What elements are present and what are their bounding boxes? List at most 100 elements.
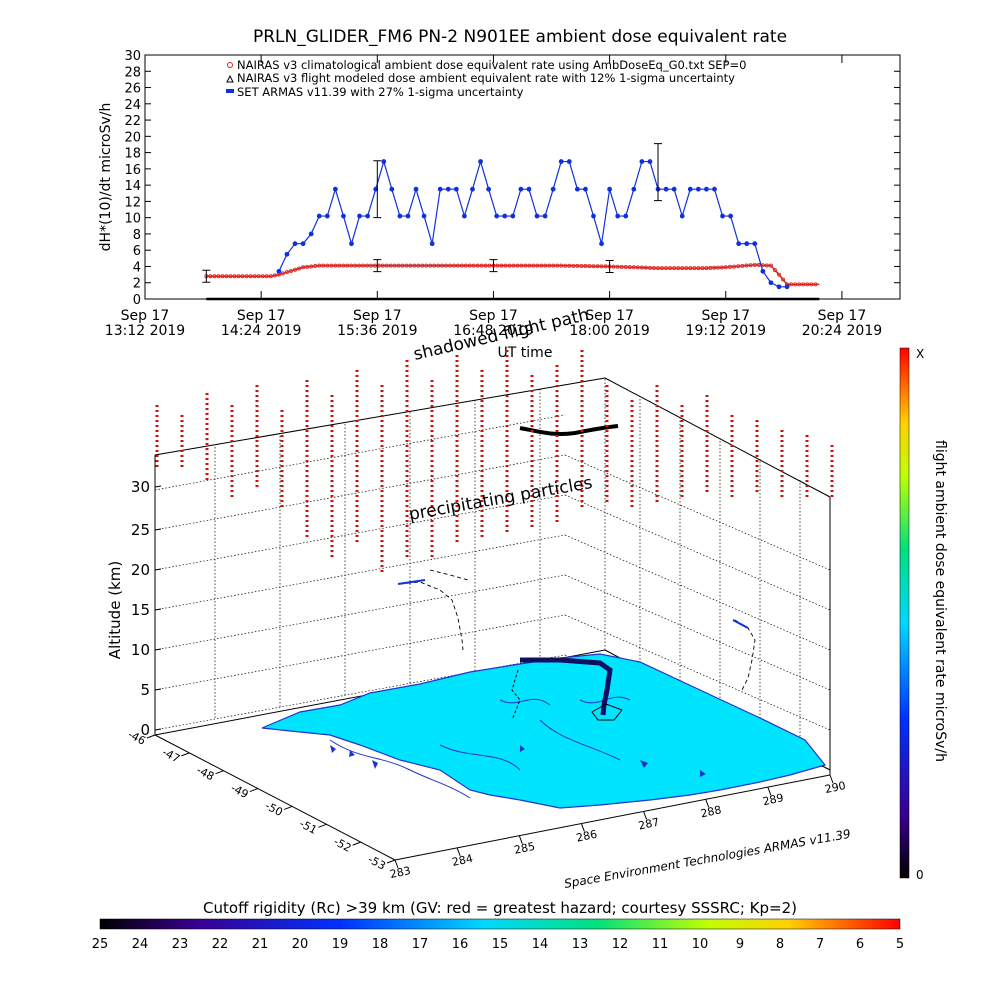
series-climatological-point: [428, 263, 433, 268]
series-armas-point: [720, 213, 725, 219]
series-climatological-point: [793, 282, 798, 287]
z-tick-label: 30: [131, 478, 150, 496]
series-climatological-point: [809, 282, 814, 287]
x-tick-label-date: Sep 17: [818, 308, 867, 324]
cutoff-tick-label: 13: [572, 937, 589, 952]
series-climatological-point: [321, 263, 326, 268]
x-tick-label-time: 13:12 2019: [105, 323, 185, 339]
cutoff-tick-label: 15: [492, 937, 509, 952]
series-armas-point: [526, 186, 532, 192]
altitude-map-chart: shadowed flight path precipitating parti…: [106, 305, 948, 891]
series-armas-point: [623, 213, 629, 219]
z-tick-label: 20: [131, 561, 150, 579]
series-climatological-point: [716, 265, 721, 270]
longitude-axis: 283 284 285 286 287 288 289 290: [389, 774, 847, 881]
cutoff-ticks: 25 24 23 22 21 20 19 18 17 16 15 14 13 12 11 10 9 8 7 6 5: [92, 937, 904, 952]
series-climatological-point: [325, 263, 330, 268]
lat-tick-label: -50: [263, 799, 285, 819]
lon-tick: [456, 847, 461, 857]
series-climatological-point: [708, 265, 713, 270]
x-tick-label-time: 20:24 2019: [802, 323, 882, 339]
series-armas-point: [405, 213, 411, 219]
lat-tick: [146, 734, 156, 739]
series-climatological-point: [364, 263, 369, 268]
series-climatological-point: [392, 263, 397, 268]
series-climatological-point: [368, 263, 373, 268]
lon-tick-label: 284: [451, 852, 474, 869]
y-tick-label: 4: [133, 260, 141, 275]
series-armas-point: [583, 186, 588, 192]
dose-colorbar: [899, 347, 910, 879]
series-armas-point: [671, 186, 677, 192]
y-tick-label: 2: [133, 277, 141, 292]
dose-rate-chart: PRLN_GLIDER_FM6 PN-2 N901EE ambient dose…: [98, 27, 901, 361]
series-climatological-point: [479, 263, 484, 268]
series-climatological-point: [309, 264, 314, 269]
series-climatological-point: [357, 263, 362, 268]
series-climatological-point: [813, 282, 818, 287]
series-climatological-point: [680, 266, 685, 271]
colorbar-title: flight ambient dose equivalent rate micr…: [932, 440, 948, 762]
x-tick-label-date: Sep 17: [585, 308, 634, 324]
series-climatological-point: [563, 263, 568, 268]
legend-entry-armas: SET ARMAS v11.39 with 27% 1-sigma uncert…: [237, 85, 524, 99]
series-armas-point: [607, 186, 613, 192]
series-climatological-point: [459, 263, 464, 268]
series-climatological-point: [591, 264, 596, 269]
series-armas-point: [470, 186, 475, 192]
series-climatological-point: [372, 263, 377, 268]
series-climatological-point: [684, 266, 689, 271]
x-tick-label-time: 16:48 2019: [453, 323, 533, 339]
error-bar-climatological: [605, 259, 614, 273]
series-climatological-point: [380, 263, 385, 268]
precipitating-particles-label: precipitating particles: [407, 473, 594, 525]
z-tick: [154, 688, 162, 691]
series-armas-point: [421, 213, 427, 219]
y-tick-label: 24: [124, 98, 141, 113]
series-armas-point: [486, 186, 492, 192]
series-armas-point: [687, 186, 693, 192]
series-climatological-point: [664, 266, 669, 271]
series-climatological-point: [547, 263, 552, 268]
series-armas-point: [566, 159, 572, 164]
flight-path-ground: [511, 657, 623, 721]
series-climatological-point: [567, 263, 572, 268]
series-climatological-point: [212, 274, 217, 279]
lon-tick-label: 285: [513, 840, 536, 857]
series-armas-line: [278, 159, 788, 288]
series-climatological-point: [301, 265, 306, 270]
series-climatological-point: [688, 266, 693, 271]
y-axis-label: dH*(10)/dt microSv/h: [98, 103, 114, 252]
series-armas-point: [429, 241, 435, 247]
cutoff-tick-label: 12: [612, 937, 629, 952]
series-climatological-point: [599, 264, 604, 269]
lat-tick-label: -48: [194, 763, 216, 783]
series-climatological-point: [797, 282, 802, 287]
cutoff-tick-label: 19: [332, 937, 349, 952]
error-bar-climatological: [373, 259, 382, 273]
series-climatological-point: [499, 263, 504, 268]
series-climatological-point: [396, 263, 401, 268]
z-tick-label: 0: [140, 721, 150, 739]
series-climatological-point: [660, 266, 665, 271]
series-climatological-point: [676, 266, 681, 271]
series-climatological-point: [507, 263, 512, 268]
series-climatological-point: [656, 266, 661, 271]
series-climatological-point: [748, 263, 753, 268]
series-climatological-point: [712, 265, 717, 270]
series-climatological-point: [515, 263, 520, 268]
series-climatological-point: [555, 263, 560, 268]
coastline-detail: [329, 696, 631, 799]
series-climatological-point: [436, 263, 441, 268]
series-climatological-point: [789, 282, 794, 287]
series-climatological-point: [297, 266, 302, 271]
series-climatological-point: [244, 274, 249, 279]
series-climatological-point: [240, 274, 245, 279]
series-climatological-point: [349, 263, 354, 268]
series-climatological-point: [559, 263, 564, 268]
series-climatological-point: [329, 263, 334, 268]
series-climatological-point: [619, 264, 624, 269]
z-tick: [154, 608, 162, 611]
series-armas-point: [695, 186, 701, 192]
colorbar-bottom-label: 0: [916, 868, 924, 882]
